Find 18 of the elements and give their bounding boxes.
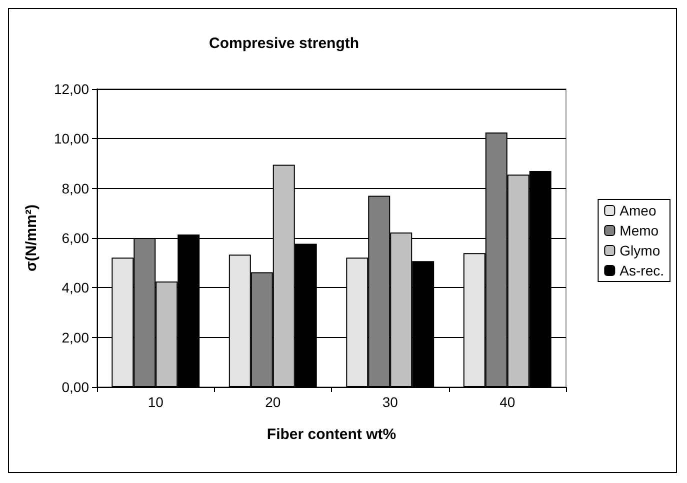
legend-label: As-rec. — [620, 262, 664, 278]
x-tick-label: 40 — [500, 394, 516, 410]
legend-label: Glymo — [620, 242, 660, 258]
y-axis-title: σ(N/mm²) — [23, 204, 40, 272]
x-axis-title: Fiber content wt% — [266, 426, 396, 443]
x-tick-label: 10 — [148, 394, 164, 410]
y-tick-label: 0,00 — [62, 379, 90, 395]
x-tick-label: 20 — [265, 394, 281, 410]
y-tick-label: 2,00 — [62, 329, 90, 346]
legend-label: Ameo — [620, 202, 656, 218]
y-tick-label: 6,00 — [62, 230, 90, 246]
y-tick-label: 10,00 — [54, 130, 90, 147]
y-tick-label: 12,00 — [54, 81, 90, 97]
x-tick-label: 30 — [382, 394, 398, 410]
y-tick-label: 4,00 — [62, 280, 90, 296]
chart-title: Compresive strength — [208, 35, 360, 52]
legend-label: Memo — [620, 222, 659, 238]
y-tick-label: 8,00 — [62, 180, 90, 196]
